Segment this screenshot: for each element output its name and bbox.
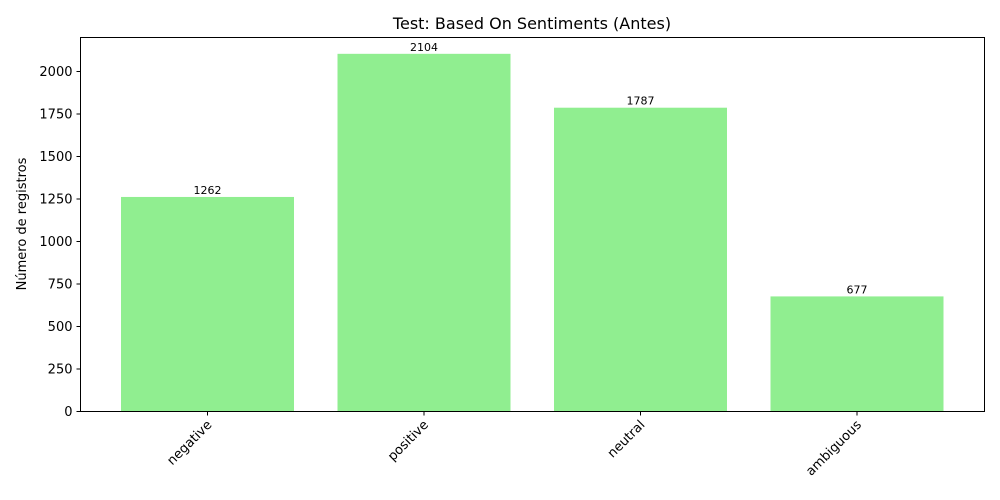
y-tick-label-1500: 1500 bbox=[39, 150, 72, 165]
y-tick-label-2000: 2000 bbox=[39, 65, 72, 80]
data-label-positive: 2104 bbox=[410, 41, 438, 54]
chart-title: Test: Based On Sentiments (Antes) bbox=[392, 14, 671, 33]
bars-group: 1262 2104 1787 677 bbox=[121, 41, 944, 412]
plot-frame bbox=[80, 37, 985, 412]
y-tick-label-1750: 1750 bbox=[39, 108, 72, 123]
x-tick-labels: negative positive neutral ambiguous bbox=[165, 418, 865, 480]
data-label-negative: 1262 bbox=[194, 184, 222, 197]
x-tick-label-ambiguous: ambiguous bbox=[803, 418, 865, 480]
y-tick-label-250: 250 bbox=[48, 363, 73, 378]
x-tick-label-positive: positive bbox=[385, 418, 432, 465]
y-tick-label-1250: 1250 bbox=[39, 193, 72, 208]
y-tick-label-500: 500 bbox=[48, 320, 73, 335]
y-ticks bbox=[76, 71, 81, 412]
bar-neutral bbox=[554, 107, 727, 412]
x-tick-label-negative: negative bbox=[165, 418, 216, 469]
y-tick-label-0: 0 bbox=[64, 405, 72, 420]
y-axis-label: Número de registros bbox=[15, 157, 30, 290]
bar-positive bbox=[337, 53, 511, 412]
y-tick-label-750: 750 bbox=[48, 278, 73, 293]
y-tick-label-1000: 1000 bbox=[39, 235, 72, 250]
data-label-ambiguous: 677 bbox=[847, 283, 868, 296]
x-ticks bbox=[207, 411, 858, 416]
bar-negative bbox=[121, 196, 294, 412]
y-tick-labels: 0 250 500 750 1000 1250 1500 1750 2000 bbox=[39, 65, 72, 420]
x-tick-label-neutral: neutral bbox=[605, 418, 648, 461]
data-label-neutral: 1787 bbox=[627, 95, 655, 108]
bar-ambiguous bbox=[770, 296, 944, 412]
